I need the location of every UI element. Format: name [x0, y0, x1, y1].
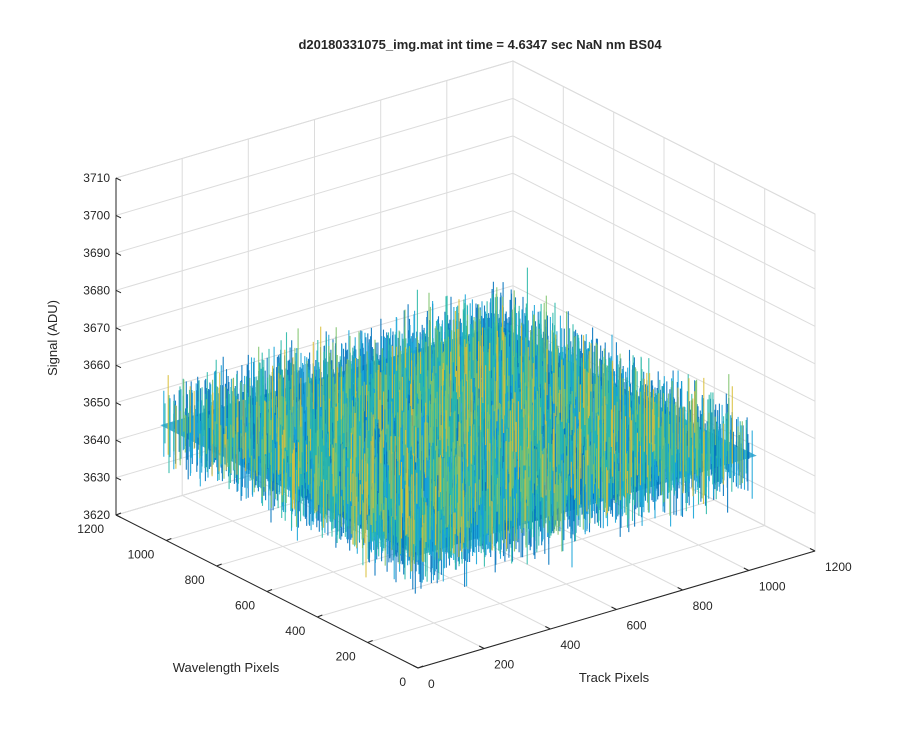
- z-tick-label: 3710: [83, 171, 110, 185]
- z-tick-mark: [115, 177, 122, 181]
- z-tick-mark: [115, 514, 122, 518]
- x-tick-mark: [478, 645, 485, 649]
- x-tick-label: 1000: [759, 580, 786, 594]
- x-tick-label: 800: [693, 599, 713, 613]
- z-tick-label: 3650: [83, 396, 110, 410]
- surface-data: [160, 267, 757, 594]
- z-tick-label: 3660: [83, 358, 110, 372]
- z-tick-label: 3670: [83, 321, 110, 335]
- z-axis-label: Signal (ADU): [45, 300, 60, 376]
- x-tick-mark: [412, 665, 419, 669]
- x-tick-label: 400: [560, 638, 580, 652]
- grid-line-z: [115, 97, 816, 252]
- tick-labels: 0 200 400 600 800 1000 1200 0 200 400 600 800 1000 12…: [77, 171, 852, 691]
- grid-line-z: [115, 60, 816, 215]
- grid-line-z: [115, 135, 816, 290]
- y-tick-label: 1000: [128, 548, 155, 562]
- x-tick-mark: [743, 567, 750, 571]
- y-tick-label: 800: [185, 573, 205, 587]
- x-axis-label: Track Pixels: [579, 670, 650, 685]
- y-tick-mark: [417, 665, 424, 669]
- axis-lines: [115, 177, 816, 669]
- x-tick-mark: [677, 587, 683, 591]
- y-axis-label: Wavelength Pixels: [173, 660, 280, 675]
- z-tick-label: 3680: [83, 283, 110, 297]
- x-tick-label: 0: [428, 677, 435, 691]
- x-tick-label: 600: [627, 619, 647, 633]
- y-tick-mark: [266, 589, 273, 592]
- y-tick-label: 600: [235, 599, 255, 613]
- grid-line-z: [115, 172, 816, 327]
- y-tick-mark: [367, 640, 373, 643]
- surface-spikes-4: [167, 299, 733, 578]
- y-tick-mark: [115, 512, 122, 516]
- z-tick-label: 3630: [83, 471, 110, 485]
- z-tick-mark: [115, 477, 122, 481]
- z-tick-label: 3700: [83, 208, 110, 222]
- y-tick-mark: [317, 614, 323, 618]
- y-tick-mark: [216, 563, 222, 567]
- z-tick-mark: [115, 289, 122, 294]
- z-tick-mark: [115, 402, 122, 406]
- y-tick-mark: [166, 538, 172, 541]
- grid-line-z: [115, 247, 816, 402]
- x-tick-mark: [611, 606, 617, 610]
- x-tick-label: 1200: [825, 560, 852, 574]
- y-tick-label: 1200: [77, 522, 104, 536]
- z-tick-mark: [115, 364, 122, 369]
- grid-line-z: [115, 210, 816, 365]
- x-tick-label: 200: [494, 658, 514, 672]
- z-tick-label: 3690: [83, 246, 110, 260]
- x-tick-mark: [809, 548, 816, 552]
- chart-title: d20180331075_img.mat int time = 4.6347 s…: [298, 37, 662, 52]
- z-tick-mark: [115, 214, 122, 219]
- y-tick-label: 0: [399, 675, 406, 689]
- z-tick-mark: [115, 327, 122, 331]
- y-tick-label: 400: [285, 624, 305, 638]
- z-tick-mark: [115, 252, 122, 256]
- z-tick-label: 3640: [83, 433, 110, 447]
- y-tick-label: 200: [336, 650, 356, 664]
- z-tick-mark: [115, 439, 122, 444]
- x-tick-mark: [545, 626, 551, 630]
- z-tick-label: 3620: [83, 508, 110, 522]
